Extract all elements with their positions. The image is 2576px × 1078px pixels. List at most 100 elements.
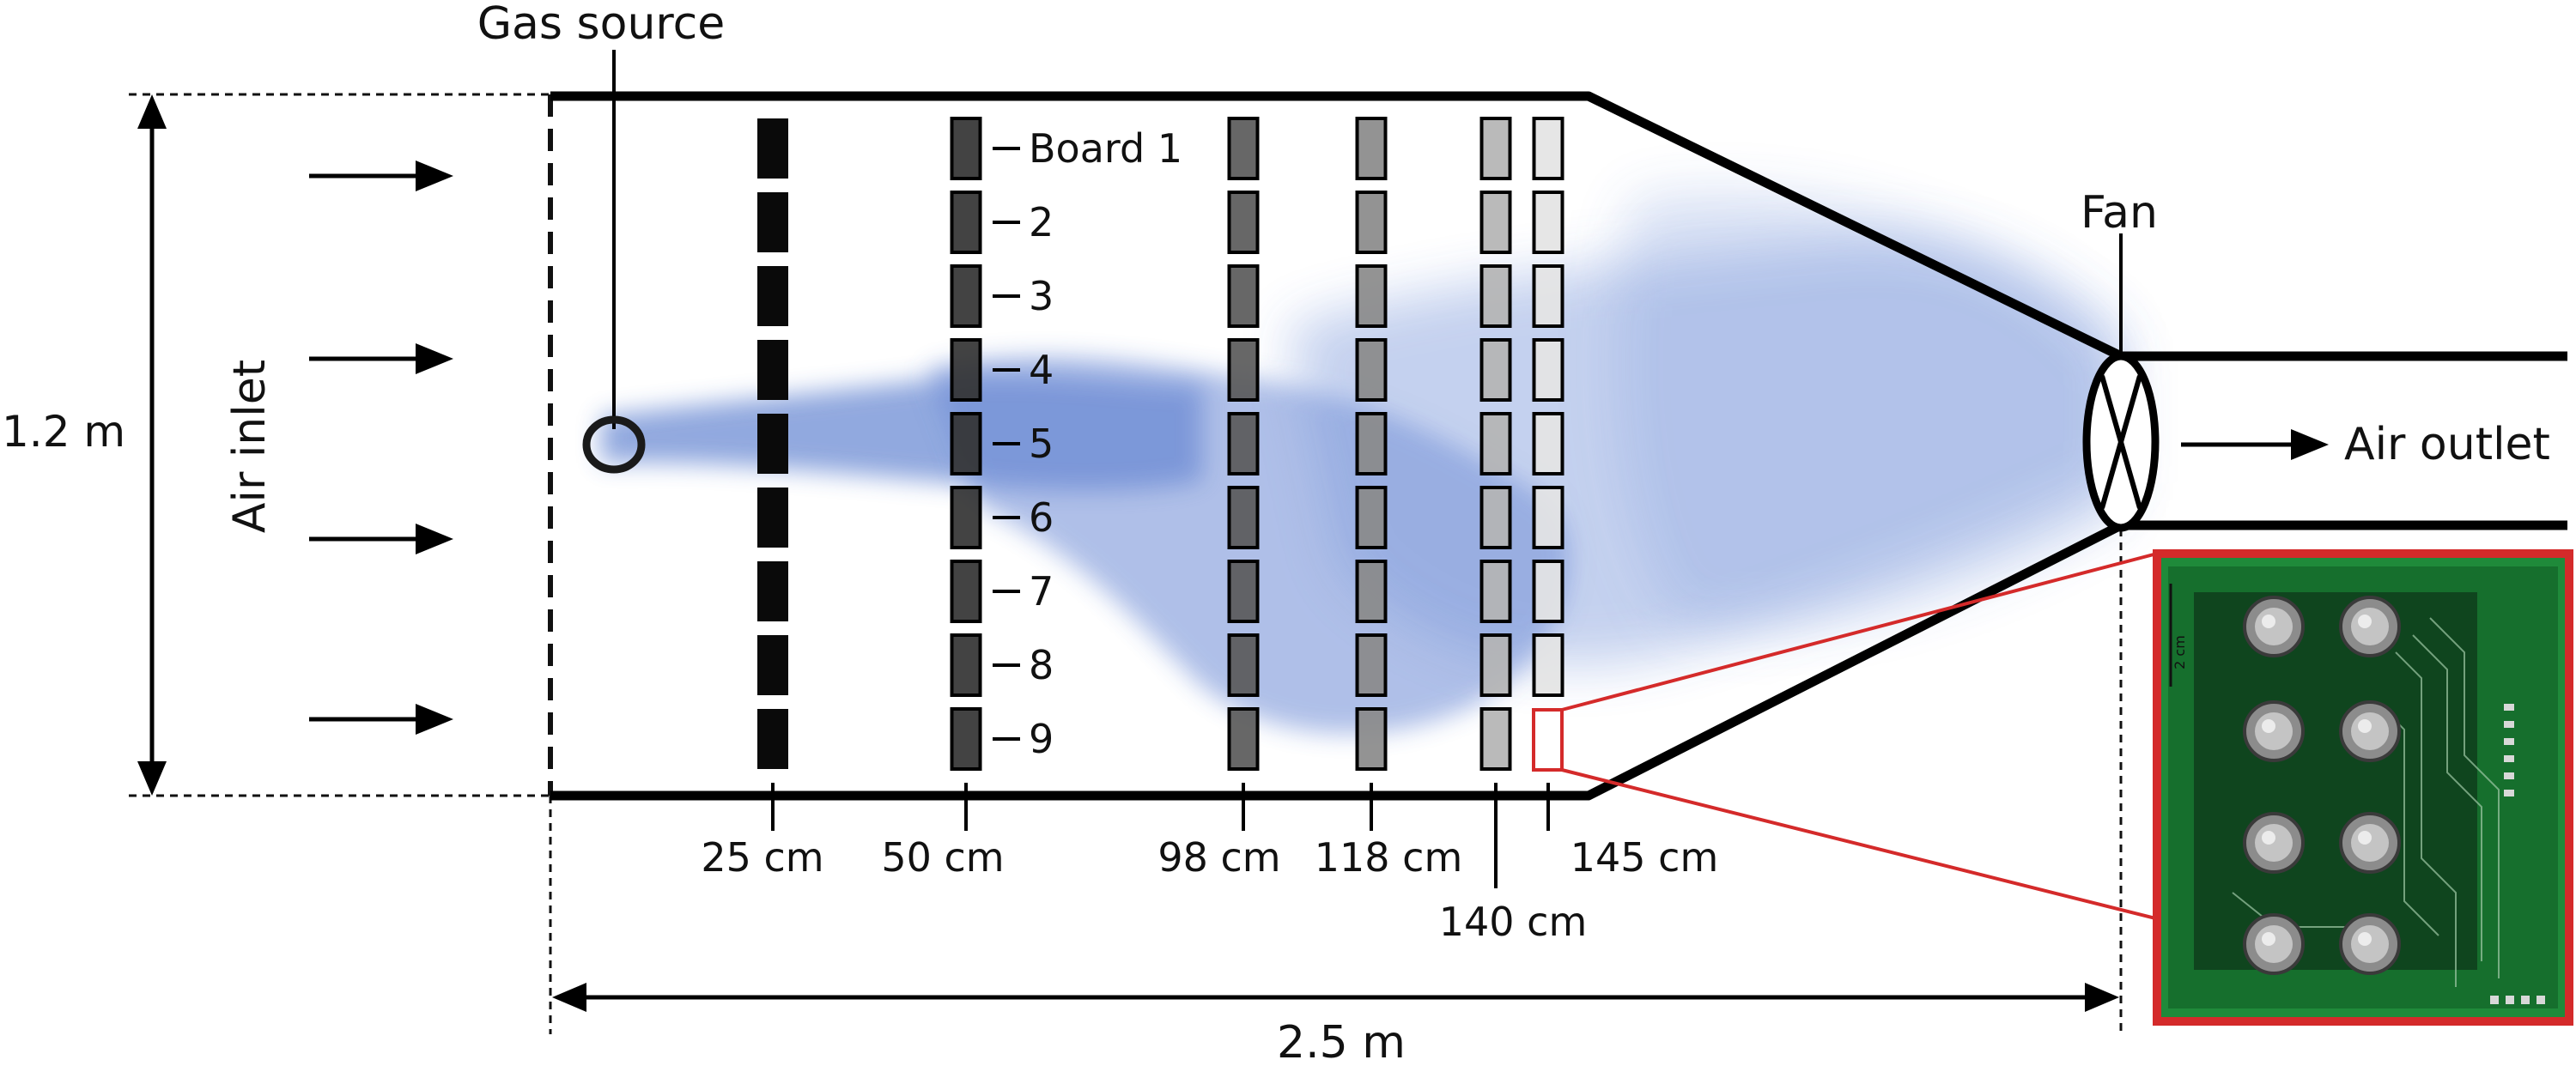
sensor-board (1479, 412, 1512, 475)
board-label-text: 8 (1029, 642, 1054, 688)
sensor-board (1355, 191, 1388, 254)
distance-ticks: 25 cm 50 cm 98 cm 118 cm 140 cm 145 cm (701, 783, 1718, 945)
board-label: Board 1 (993, 125, 1182, 172)
sensor-column (950, 117, 982, 771)
board-label: 7 (993, 568, 1054, 615)
sensor-board (1532, 264, 1564, 328)
sensor-column (1479, 117, 1512, 771)
fan-label: Fan (2081, 187, 2158, 239)
sensor-column (1355, 117, 1388, 771)
sensor-board (1479, 191, 1512, 254)
sensor-board (1479, 338, 1512, 402)
inlet-arrow (309, 160, 453, 191)
distance-label: 25 cm (701, 834, 823, 881)
height-label: 1.2 m (2, 407, 125, 457)
sensor-board (1355, 560, 1388, 623)
board-label: 3 (993, 273, 1054, 319)
length-label: 2.5 m (1277, 1017, 1406, 1069)
board-label-text: 4 (1029, 347, 1054, 393)
sensor-board (950, 486, 982, 549)
inlet-arrow (309, 343, 453, 374)
sensor-board (1227, 338, 1260, 402)
board-labels: Board 1 2 3 4 5 6 7 8 9 (993, 125, 1182, 762)
distance-label: 140 cm (1439, 899, 1588, 945)
sensor-board (1532, 191, 1564, 254)
sensor-board (757, 709, 788, 769)
sensor-board-photo: 2 cm (2153, 549, 2573, 1026)
gas-source-label: Gas source (477, 0, 725, 50)
sensor-board (950, 264, 982, 328)
board-label-text: 5 (1029, 421, 1054, 467)
sensor-board (1479, 560, 1512, 623)
sensor-board (950, 191, 982, 254)
sensor-board (1355, 338, 1388, 402)
sensor-board (1479, 707, 1512, 771)
board-label-text: Board 1 (1029, 125, 1182, 172)
sensor-board (1532, 633, 1564, 697)
sensor-board (1227, 412, 1260, 475)
sensor-board (950, 707, 982, 771)
sensor-board (1532, 486, 1564, 549)
sensor-board (1227, 633, 1260, 697)
sensor-board (950, 412, 982, 475)
sensor-board (757, 635, 788, 695)
fan-icon (2082, 352, 2160, 532)
sensor-board (1479, 117, 1512, 180)
sensor-board (950, 117, 982, 180)
sensor-columns (757, 117, 1564, 771)
board-label: 9 (993, 716, 1054, 762)
sensor-board (1227, 117, 1260, 180)
distance-label: 118 cm (1315, 834, 1463, 881)
board-label: 5 (993, 421, 1054, 467)
sensor-board (1355, 117, 1388, 180)
sensor-board (1532, 338, 1564, 402)
distance-marker: 98 cm (1157, 783, 1281, 881)
distance-label: 145 cm (1571, 834, 1719, 881)
distance-marker: 145 cm (1546, 783, 1719, 881)
sensor-board (1227, 191, 1260, 254)
gas-plume (601, 191, 2121, 734)
distance-marker: 25 cm (701, 783, 824, 881)
sensor-board (1227, 707, 1260, 771)
sensor-board (950, 633, 982, 697)
board-label-text: 9 (1029, 716, 1054, 762)
sensor-board (1355, 412, 1388, 475)
sensor-board (757, 340, 788, 400)
height-dimension (137, 94, 167, 796)
sensor-board (950, 560, 982, 623)
gas-source-ring (582, 415, 646, 474)
sensor-board (1532, 117, 1564, 180)
sensor-board (1479, 264, 1512, 328)
zoom-line-top (1561, 552, 2158, 712)
sensor-board (757, 561, 788, 621)
distance-marker: 50 cm (881, 783, 1005, 881)
sensor-board (1355, 707, 1388, 771)
board-label-text: 6 (1029, 494, 1054, 541)
sensor-board (1227, 560, 1260, 623)
tunnel-walls (550, 91, 2567, 801)
board-label-text: 3 (1029, 273, 1054, 319)
sensor-board (1479, 633, 1512, 697)
sensor-board (757, 192, 788, 252)
sensor-board (757, 266, 788, 326)
outlet-arrow (2181, 429, 2329, 460)
sensor-board (1532, 560, 1564, 623)
sensor-column (1532, 117, 1564, 697)
board-label-text: 2 (1029, 199, 1054, 245)
inlet-arrows (309, 160, 453, 735)
scale-bar-label: 2 cm (2172, 635, 2188, 669)
sensor-column (1227, 117, 1260, 771)
distance-marker: 118 cm (1315, 783, 1463, 881)
sensor-board (1227, 486, 1260, 549)
air-inlet-label: Air inlet (224, 360, 276, 533)
sensor-board (1355, 633, 1388, 697)
distance-label: 50 cm (881, 834, 1004, 881)
sensor-board (1355, 486, 1388, 549)
board-label: 8 (993, 642, 1054, 688)
board-label: 4 (993, 347, 1054, 393)
sensor-board (757, 488, 788, 548)
inlet-arrow (309, 524, 453, 554)
sensor-board (950, 338, 982, 402)
